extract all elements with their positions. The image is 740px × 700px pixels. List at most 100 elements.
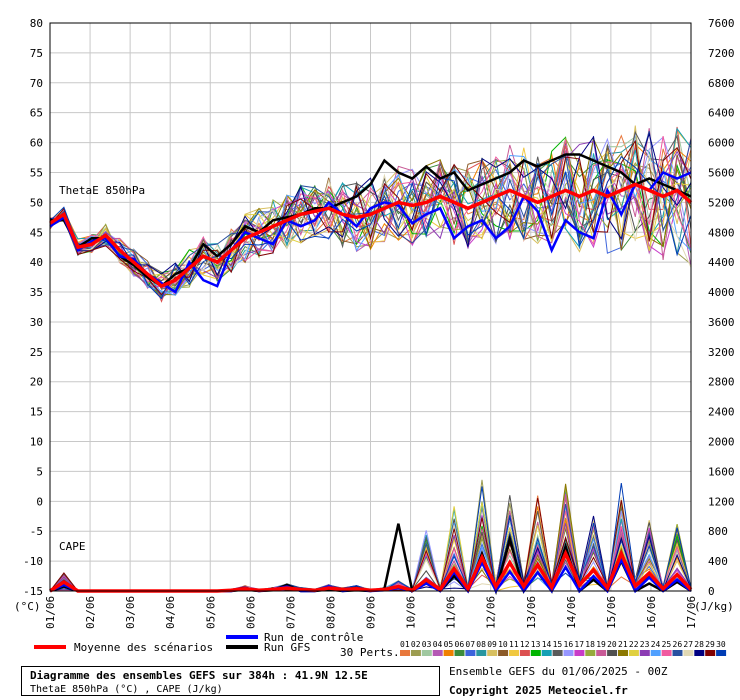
thetae-annotation: ThetaE 850hPa [59, 184, 145, 197]
member-id-label: 03 [422, 640, 432, 649]
member-swatch-10 [498, 650, 509, 656]
left-tick-label: 60 [30, 137, 43, 150]
member-swatch-16 [563, 650, 574, 656]
member-swatch-25 [661, 650, 672, 656]
left-unit-label: (°C) [14, 600, 41, 613]
member-id-label: 21 [618, 640, 628, 649]
member-id-label: 27 [683, 640, 693, 649]
x-tick-label: 04/06 [164, 596, 177, 629]
plot-frame [49, 22, 692, 592]
member-id-label: 28 [694, 640, 704, 649]
member-id-label: 19 [596, 640, 606, 649]
member-line-30 [49, 155, 692, 300]
member-swatch-05 [443, 650, 454, 656]
member-swatch-03 [421, 650, 432, 656]
right-tick-label: 1200 [708, 495, 735, 508]
legend-gfs-label: Run GFS [264, 641, 310, 654]
left-tick-label: 15 [30, 406, 43, 419]
left-tick-label: 30 [30, 316, 43, 329]
member-id-label: 30 [716, 640, 726, 649]
right-tick-label: 4000 [708, 286, 735, 299]
right-tick-label: 6000 [708, 137, 735, 150]
member-line-25 [49, 136, 692, 284]
member-id-label: 05 [444, 640, 454, 649]
member-swatch-12 [519, 650, 530, 656]
right-tick-label: 2800 [708, 376, 735, 389]
member-swatch-14 [541, 650, 552, 656]
left-tick-label: -10 [23, 555, 43, 568]
right-tick-label: 2000 [708, 436, 735, 449]
member-id-label: 09 [487, 640, 497, 649]
member-id-label: 02 [411, 640, 421, 649]
member-line-28 [49, 132, 692, 283]
legend-control-label: Run de contrôle [264, 631, 363, 644]
member-swatch-15 [552, 650, 563, 656]
right-tick-label: 7200 [708, 47, 735, 60]
right-tick-label: 400 [708, 555, 728, 568]
right-tick-label: 5200 [708, 196, 735, 209]
x-tick-label: 13/06 [525, 596, 538, 629]
right-tick-label: 0 [708, 585, 715, 598]
member-swatch-06 [454, 650, 465, 656]
member-line-9 [49, 125, 692, 277]
member-swatch-29 [705, 650, 716, 656]
member-swatch-18 [585, 650, 596, 656]
left-tick-label: -5 [30, 525, 43, 538]
member-id-label: 16 [564, 640, 574, 649]
right-tick-label: 7600 [708, 17, 735, 30]
member-id-label: 29 [705, 640, 715, 649]
right-tick-label: 3200 [708, 346, 735, 359]
member-swatch-08 [476, 650, 487, 656]
copyright: Copyright 2025 Meteociel.fr [449, 684, 628, 697]
member-swatch-19 [596, 650, 607, 656]
member-line-29 [49, 139, 692, 296]
left-tick-label: 40 [30, 256, 43, 269]
member-id-label: 04 [433, 640, 443, 649]
member-line-16 [49, 136, 692, 295]
right-tick-label: 3600 [708, 316, 735, 329]
grid [49, 22, 692, 592]
left-tick-label: 20 [30, 376, 43, 389]
x-tick-label: 17/06 [685, 596, 698, 629]
legend-mean-label: Moyenne des scénarios [74, 641, 213, 654]
member-swatch-04 [432, 650, 443, 656]
x-tick-label: 10/06 [405, 596, 418, 629]
chart-title: Diagramme des ensembles GEFS sur 384h : … [30, 669, 368, 682]
legend-perts-label: 30 Perts. [340, 646, 400, 659]
member-swatch-07 [465, 650, 476, 656]
member-swatch-11 [509, 650, 519, 656]
member-id-label: 12 [520, 640, 530, 649]
member-swatch-21 [618, 650, 628, 656]
left-tick-label: 75 [30, 47, 43, 60]
right-tick-label: 1600 [708, 465, 735, 478]
chart-info-box: Diagramme des ensembles GEFS sur 384h : … [21, 666, 440, 696]
left-tick-label: 0 [36, 495, 43, 508]
member-swatch-24 [650, 650, 661, 656]
member-id-label: 08 [476, 640, 486, 649]
member-id-label: 14 [542, 640, 552, 649]
cape-annotation: CAPE [59, 540, 86, 553]
x-tick-label: 05/06 [204, 596, 217, 629]
right-tick-label: 6800 [708, 77, 735, 90]
mean-thetae-line [49, 182, 693, 289]
right-tick-label: 6400 [708, 107, 735, 120]
member-swatch-27 [683, 650, 694, 656]
left-tick-label: 35 [30, 286, 43, 299]
right-tick-label: 5600 [708, 166, 735, 179]
member-swatches: 01 02 03 04 05 06 07 08 09 10 11 12 13 14 15 16 17 18 19 20… [400, 640, 727, 656]
member-swatch-20 [607, 650, 618, 656]
member-id-label: 01 [400, 640, 410, 649]
left-tick-label: 65 [30, 107, 43, 120]
left-tick-label: 25 [30, 346, 43, 359]
member-swatch-13 [530, 650, 541, 656]
member-line-15 [49, 130, 692, 287]
member-id-label: 24 [651, 640, 661, 649]
member-id-label: 22 [629, 640, 639, 649]
member-swatch-02 [410, 650, 421, 656]
left-tick-label: 50 [30, 196, 43, 209]
left-tick-label: 70 [30, 77, 43, 90]
member-swatch-09 [487, 650, 498, 656]
member-swatch-01 [400, 650, 410, 656]
left-tick-label: 10 [30, 436, 43, 449]
